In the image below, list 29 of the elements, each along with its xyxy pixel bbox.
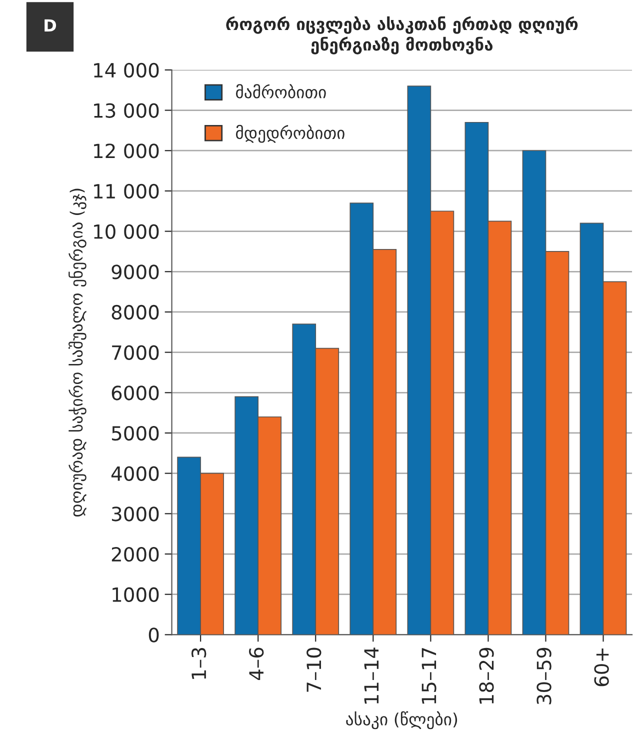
x-tick-label: 11–14 bbox=[364, 648, 379, 704]
x-tick-label: 30–59 bbox=[536, 648, 552, 704]
y-tick-label: 6000 bbox=[112, 386, 159, 400]
x-tick-label: 7–10 bbox=[306, 648, 322, 692]
legend-label: მდედრობითი bbox=[236, 124, 344, 143]
y-tick-label: 14 000 bbox=[94, 62, 159, 78]
y-tick-label: 5000 bbox=[112, 426, 159, 441]
x-tick-label: 1–3 bbox=[191, 648, 206, 679]
x-tick-label: 18–29 bbox=[479, 648, 494, 704]
y-tick-label: 1000 bbox=[112, 587, 159, 602]
y-tick-label: 11 000 bbox=[94, 184, 159, 199]
y-tick-label: 7000 bbox=[112, 345, 159, 360]
chart-title: როგორ იცვლება ასაკთან ერთად დღიურ ენერგიაზე მოთხოვნა bbox=[226, 16, 578, 54]
y-tick-label: 2000 bbox=[112, 546, 159, 562]
y-tick-label: 12 000 bbox=[94, 144, 159, 158]
x-tick-label: 4–6 bbox=[249, 648, 264, 680]
y-tick-label: 0 bbox=[148, 628, 159, 642]
y-tick-label: 8000 bbox=[112, 304, 159, 320]
legend-label: მამრობითი bbox=[236, 84, 326, 98]
x-tick-label: 60+ bbox=[594, 648, 609, 686]
x-tick-label: 15–17 bbox=[422, 648, 436, 704]
y-axis-title: დღიურად საჭირო საშუალო ენერგია (კჯ) bbox=[68, 188, 86, 517]
text: D bbox=[44, 19, 56, 32]
y-tick-label: 3000 bbox=[112, 506, 159, 522]
y-tick-label: 9000 bbox=[112, 264, 159, 280]
x-axis-title: ასაკი (წლები) bbox=[346, 711, 458, 730]
y-tick-label: 10 000 bbox=[94, 224, 159, 239]
y-tick-label: 4000 bbox=[111, 466, 159, 481]
y-tick-label: 13 000 bbox=[94, 103, 159, 118]
